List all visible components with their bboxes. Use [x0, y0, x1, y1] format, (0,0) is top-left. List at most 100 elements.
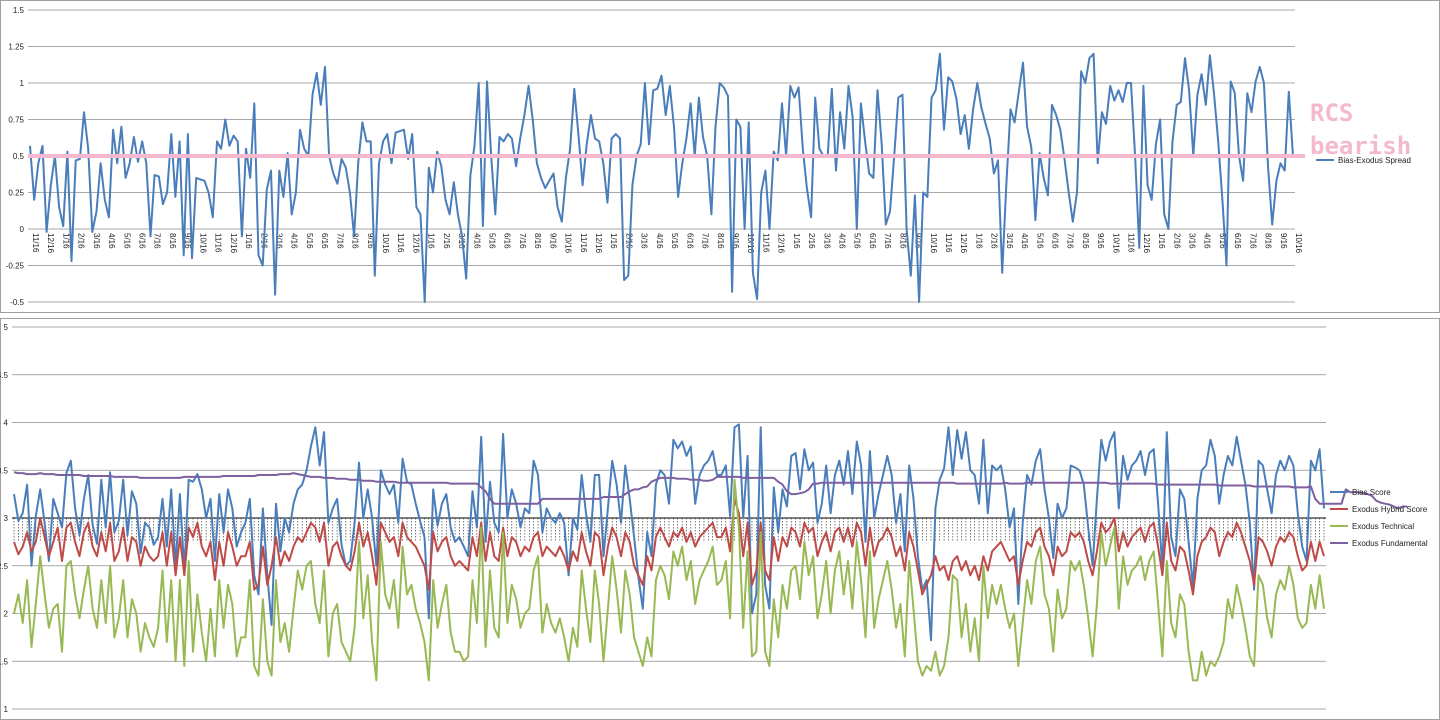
y-tick-label: 1.5	[13, 6, 25, 15]
series-line	[13, 497, 1325, 596]
x-tick-label: 5/16	[853, 233, 862, 249]
y-tick-label: 3	[4, 514, 9, 523]
x-tick-label: 1/16	[61, 233, 70, 249]
annotation-line-2: bearish	[1310, 132, 1411, 160]
x-tick-label: 7/16	[1248, 233, 1257, 249]
x-tick-label: 10/16	[381, 233, 390, 254]
x-tick-label: 9/16	[914, 233, 923, 249]
x-tick-label: 9/16	[183, 233, 192, 249]
x-tick-label: 7/16	[153, 233, 162, 249]
x-tick-label: 6/16	[320, 233, 329, 249]
x-tick-label: 4/16	[655, 233, 664, 249]
x-tick-label: 2/16	[77, 233, 86, 249]
x-tick-label: 12/16	[411, 233, 420, 254]
x-tick-label: 12/16	[777, 233, 786, 254]
x-tick-label: 6/16	[503, 233, 512, 249]
y-tick-label: 1	[20, 79, 25, 88]
series-line	[13, 478, 1325, 682]
x-tick-label: 6/16	[868, 233, 877, 249]
x-tick-label: 2/16	[990, 233, 999, 249]
x-tick-label: 6/16	[1051, 233, 1060, 249]
y-tick-label: -0.25	[6, 262, 25, 271]
legend-entry: Bias Score	[1352, 488, 1391, 497]
series-line	[13, 471, 1407, 510]
x-tick-label: 3/16	[275, 233, 284, 249]
x-tick-label: 9/16	[1096, 233, 1105, 249]
x-tick-label: 12/16	[959, 233, 968, 254]
x-tick-label: 2/16	[442, 233, 451, 249]
x-tick-label: 6/16	[1233, 233, 1242, 249]
x-tick-label: 7/16	[1066, 233, 1075, 249]
x-tick-label: 10/16	[746, 233, 755, 254]
x-tick-label: 6/16	[138, 233, 147, 249]
x-tick-label: 2/16	[807, 233, 816, 249]
x-tick-label: 6/16	[685, 233, 694, 249]
y-tick-label: 0	[20, 225, 25, 234]
x-tick-label: 8/16	[168, 233, 177, 249]
x-tick-label: 11/16	[396, 233, 405, 253]
x-tick-label: 12/16	[46, 233, 55, 254]
legend-entry: Bias-Exodus Spread	[1338, 156, 1411, 165]
x-tick-label: 9/16	[548, 233, 557, 249]
x-tick-label: 10/16	[1294, 233, 1303, 254]
x-tick-label: 12/16	[229, 233, 238, 254]
x-tick-label: 9/16	[731, 233, 740, 249]
x-tick-label: 5/16	[1035, 233, 1044, 249]
bottom-chart-plot	[13, 423, 1407, 682]
y-tick-label: 1	[4, 705, 9, 714]
x-tick-label: 10/16	[1111, 233, 1120, 254]
x-tick-label: 11/16	[1127, 233, 1136, 253]
y-tick-label: 4	[4, 419, 9, 428]
x-tick-label: 7/16	[701, 233, 710, 249]
x-tick-label: 10/16	[198, 233, 207, 254]
x-tick-label: 4/16	[1020, 233, 1029, 249]
x-tick-label: 1/16	[792, 233, 801, 249]
x-tick-label: 8/16	[533, 233, 542, 249]
x-tick-label: 5/16	[305, 233, 314, 249]
x-tick-label: 4/16	[1203, 233, 1212, 249]
legend-entry: Exodus Technical	[1352, 522, 1414, 531]
x-tick-label: 3/16	[1188, 233, 1197, 249]
x-tick-label: 5/16	[488, 233, 497, 249]
x-tick-label: 5/16	[122, 233, 131, 249]
top-chart-y-axis: 1.5 1.25 1 0.75 0.5 0.25 0 -0.25 -0.5	[6, 6, 25, 307]
top-chart-plot	[29, 52, 1294, 303]
y-tick-label: 2.5	[0, 562, 9, 571]
x-tick-label: 10/16	[929, 233, 938, 254]
x-tick-label: 9/16	[1279, 233, 1288, 249]
legend-entry: Exodus Hybrid Score	[1352, 505, 1428, 514]
bottom-chart-legend: Bias Score Exodus Hybrid Score Exodus Tech…	[1330, 488, 1428, 548]
y-tick-label: 0.75	[8, 116, 24, 125]
x-tick-label: 10/16	[564, 233, 573, 254]
x-tick-label: 11/16	[944, 233, 953, 253]
x-tick-label: 4/16	[107, 233, 116, 249]
x-tick-label: 4/16	[472, 233, 481, 249]
x-tick-label: 8/16	[898, 233, 907, 249]
x-tick-label: 1/16	[1157, 233, 1166, 249]
y-tick-label: 3.5	[0, 466, 9, 475]
y-tick-label: -0.5	[10, 298, 24, 307]
x-tick-label: 11/16	[214, 233, 223, 253]
bottom-chart-x-axis	[12, 517, 1326, 542]
bottom-chart-frame	[0, 318, 1440, 720]
x-tick-label: 9/16	[366, 233, 375, 249]
x-tick-label: 7/16	[518, 233, 527, 249]
x-tick-label: 3/16	[92, 233, 101, 249]
top-chart-legend: Bias-Exodus Spread	[1316, 156, 1411, 165]
x-tick-label: 4/16	[290, 233, 299, 249]
x-tick-label: 8/16	[1081, 233, 1090, 249]
bottom-chart-y-axis: 5 4.5 4 3.5 3 2.5 2 1.5 1	[0, 323, 9, 714]
x-tick-label: 11/16	[761, 233, 770, 253]
x-tick-label: 4/16	[838, 233, 847, 249]
y-tick-label: 5	[4, 323, 9, 332]
x-tick-label: 1/16	[974, 233, 983, 249]
y-tick-label: 4.5	[0, 371, 9, 380]
x-tick-label: 8/16	[351, 233, 360, 249]
x-tick-label: 7/16	[883, 233, 892, 249]
y-tick-label: 0.25	[8, 189, 24, 198]
x-tick-label: 1/16	[244, 233, 253, 249]
x-tick-label: 3/16	[822, 233, 831, 249]
x-tick-label: 11/16	[31, 233, 40, 253]
y-tick-label: 0.5	[13, 152, 25, 161]
